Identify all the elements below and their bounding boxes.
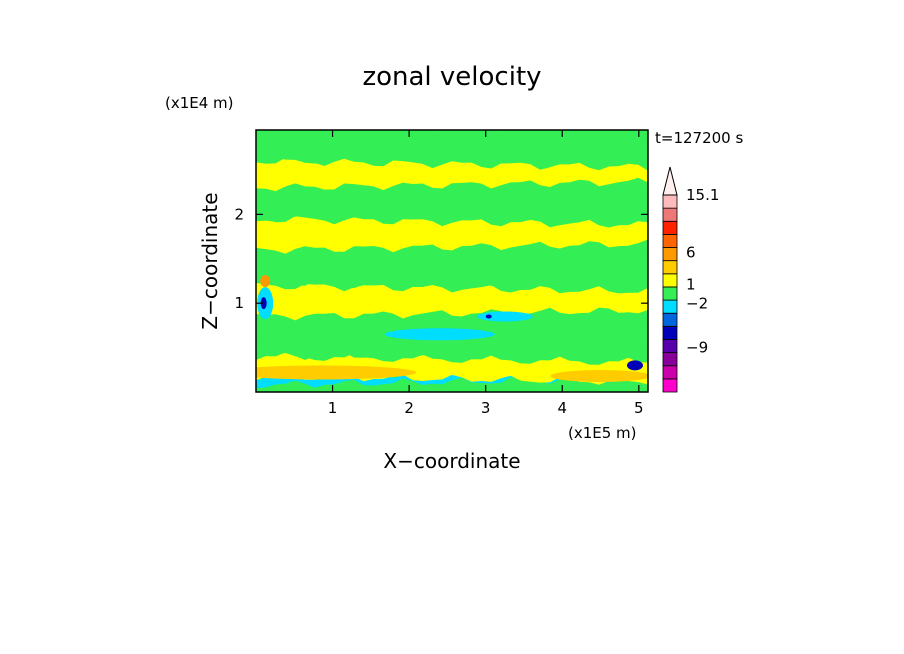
colorbar-swatch — [662, 286, 678, 301]
colorbar-swatch — [662, 273, 678, 288]
x-tick-label: 3 — [481, 399, 491, 417]
y-tick-label: 2 — [234, 205, 244, 223]
contour-band — [256, 184, 648, 228]
colorbar-swatch — [662, 325, 678, 340]
y-unit-label: (x1E4 m) — [165, 94, 234, 112]
contour-patch — [260, 274, 271, 287]
contour-patch — [260, 297, 267, 310]
colorbar: 15.1 6 1−2 −9 — [662, 166, 719, 393]
contour-patch — [626, 360, 643, 371]
y-tick-label: 1 — [234, 294, 244, 312]
contour-patch — [384, 328, 495, 341]
contour-patch — [550, 370, 648, 383]
colorbar-swatch — [662, 194, 678, 209]
time-label: t=127200 s — [655, 129, 743, 147]
plot-frame — [255, 129, 649, 393]
colorbar-label: 15.1 — [686, 186, 719, 204]
colorbar-swatch — [662, 339, 678, 354]
colorbar-swatch — [662, 299, 678, 314]
contour-fills — [256, 130, 648, 392]
x-unit-label: (x1E5 m) — [568, 424, 637, 442]
contour-band — [256, 130, 648, 171]
contour-band — [256, 382, 648, 392]
y-axis-label: Z−coordinate — [198, 192, 222, 329]
contour-band — [256, 246, 648, 294]
colorbar-swatch — [662, 378, 678, 393]
colorbar-swatch — [662, 352, 678, 367]
x-axis-ticks: 1 2 3 4 5 — [328, 130, 644, 417]
x-tick-label: 2 — [404, 399, 414, 417]
y-axis-ticks: 12 — [234, 205, 648, 312]
contour-patch — [485, 314, 492, 319]
x-axis-label: X−coordinate — [383, 449, 520, 473]
colorbar-swatch — [662, 260, 678, 275]
colorbar-label: −9 — [686, 339, 708, 357]
contour-patch — [476, 311, 533, 322]
colorbar-swatch — [662, 247, 678, 262]
colorbar-swatch — [662, 207, 678, 222]
contour-band — [256, 366, 648, 389]
colorbar-label: 1 — [686, 275, 696, 293]
colorbar-label: −2 — [686, 294, 708, 312]
contour-patch — [256, 365, 417, 380]
colorbar-swatch — [662, 233, 678, 248]
chart-title: zonal velocity — [362, 62, 541, 92]
colorbar-swatch — [662, 220, 678, 235]
colorbar-swatch — [662, 312, 678, 327]
colorbar-max-arrow — [662, 166, 678, 196]
colorbar-label: 6 — [686, 244, 696, 262]
colorbar-swatch — [662, 365, 678, 380]
x-tick-label: 5 — [634, 399, 644, 417]
x-tick-label: 1 — [328, 399, 338, 417]
x-tick-label: 4 — [557, 399, 567, 417]
